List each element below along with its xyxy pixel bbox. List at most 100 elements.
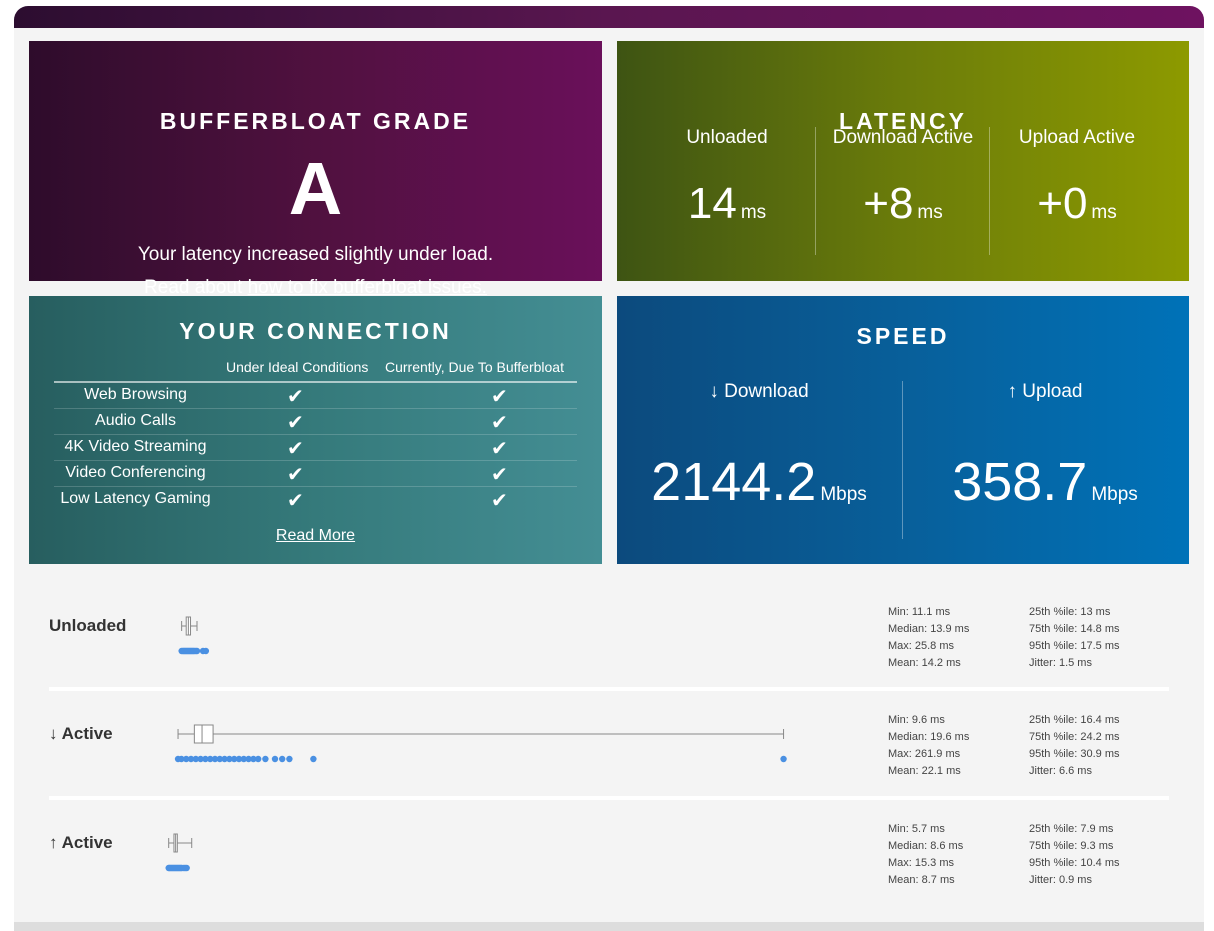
stats-column: 25th %ile: 7.9 ms 75th %ile: 9.3 ms 95th… bbox=[1029, 821, 1120, 889]
box-plot bbox=[174, 724, 787, 763]
checkmark-icon: ✔ bbox=[287, 464, 304, 486]
connection-title: YOUR CONNECTION bbox=[179, 318, 452, 344]
latency-upload-active: Upload Active +0 ms bbox=[989, 127, 1164, 255]
sample-point bbox=[197, 755, 204, 763]
latency-label: Upload Active bbox=[1018, 127, 1136, 148]
stat-max: Max: 15.3 ms bbox=[888, 857, 955, 869]
connection-row: Web Browsing ✔ ✔ bbox=[54, 383, 577, 409]
stat-p75: 75th %ile: 9.3 ms bbox=[1029, 840, 1114, 852]
speed-title: SPEED bbox=[856, 323, 950, 349]
stat-p95: 95th %ile: 10.4 ms bbox=[1029, 857, 1120, 869]
sample-point bbox=[207, 755, 214, 763]
sample-point bbox=[231, 755, 238, 763]
stat-min: Min: 9.6 ms bbox=[888, 714, 945, 726]
sample-point bbox=[216, 755, 223, 763]
row-label: ↓ Active bbox=[49, 724, 113, 743]
checkmark-icon: ✔ bbox=[491, 464, 508, 486]
stat-p25: 25th %ile: 7.9 ms bbox=[1029, 823, 1114, 835]
upload-unit: Mbps bbox=[1091, 484, 1138, 505]
latency-row-upload-active: ↑ Active Min: 5.7 ms Median: 8.6 ms Max:… bbox=[29, 807, 1189, 911]
stat-median: Median: 8.6 ms bbox=[888, 840, 964, 852]
row-divider bbox=[49, 796, 1169, 800]
checkmark-icon: ✔ bbox=[287, 412, 304, 434]
stats-column: Min: 9.6 ms Median: 19.6 ms Max: 261.9 m… bbox=[888, 712, 969, 780]
stat-max: Max: 25.8 ms bbox=[888, 640, 955, 652]
checkmark-icon: ✔ bbox=[287, 438, 304, 460]
checkmark-icon: ✔ bbox=[491, 490, 508, 512]
sample-point bbox=[187, 755, 195, 763]
row-label: ↑ Active bbox=[49, 833, 113, 852]
latency-label: Download Active bbox=[832, 127, 974, 148]
box-plot bbox=[165, 833, 193, 872]
read-more: Read More bbox=[29, 527, 602, 545]
speed-card: SPEED ↓ Download 2144.2 Mbps ↑ Upload 358… bbox=[617, 296, 1189, 564]
sample-point bbox=[202, 647, 210, 655]
sample-point bbox=[255, 755, 262, 763]
download-value-group: 2144.2 Mbps bbox=[617, 451, 901, 513]
sample-point bbox=[202, 755, 209, 763]
stat-p95: 95th %ile: 30.9 ms bbox=[1029, 748, 1120, 760]
sample-point bbox=[245, 755, 252, 763]
sample-point bbox=[279, 755, 286, 763]
sample-point bbox=[250, 755, 257, 763]
latency-value: +0 bbox=[1037, 179, 1088, 228]
stats-column: Min: 5.7 ms Median: 8.6 ms Max: 15.3 ms … bbox=[888, 821, 963, 889]
sample-point bbox=[262, 755, 269, 763]
activity-name: Low Latency Gaming bbox=[60, 490, 211, 507]
download-unit: Mbps bbox=[820, 484, 867, 505]
stat-p25: 25th %ile: 13 ms bbox=[1029, 606, 1111, 618]
grade-letter: A bbox=[288, 147, 343, 230]
sample-point bbox=[183, 864, 190, 872]
sample-point bbox=[193, 647, 201, 655]
latency-unit: ms bbox=[917, 202, 943, 223]
stats-column: 25th %ile: 13 ms 75th %ile: 14.8 ms 95th… bbox=[1029, 604, 1120, 672]
activity-name: Video Conferencing bbox=[65, 464, 206, 481]
read-more-link[interactable]: Read More bbox=[275, 527, 356, 544]
latency-value: +8 bbox=[863, 179, 914, 228]
stat-jitter: Jitter: 0.9 ms bbox=[1029, 874, 1092, 886]
sample-point bbox=[178, 755, 185, 763]
read-about-prefix: Read about bbox=[144, 277, 248, 298]
connection-row: Low Latency Gaming ✔ ✔ bbox=[54, 487, 577, 512]
stat-p95: 95th %ile: 17.5 ms bbox=[1029, 640, 1120, 652]
row-divider bbox=[49, 687, 1169, 691]
stat-jitter: Jitter: 6.6 ms bbox=[1029, 765, 1092, 777]
grade-title: BUFFERBLOAT GRADE bbox=[159, 108, 472, 134]
download-value: 2144.2 bbox=[651, 452, 817, 512]
iqr-box bbox=[193, 724, 214, 744]
sample-point bbox=[235, 755, 243, 763]
checkmark-icon: ✔ bbox=[287, 490, 304, 512]
connection-row: Audio Calls ✔ ✔ bbox=[54, 409, 577, 435]
latency-value: 14 bbox=[687, 179, 737, 228]
latency-download-active: Download Active +8 ms bbox=[815, 127, 990, 255]
latency-unit: ms bbox=[1091, 202, 1117, 223]
sample-point bbox=[271, 755, 279, 763]
your-connection-card: YOUR CONNECTION Under Ideal Conditions C… bbox=[29, 296, 602, 564]
row-label: Unloaded bbox=[49, 616, 127, 635]
grade-message: Your latency increased slightly under lo… bbox=[137, 244, 494, 265]
stat-mean: Mean: 8.7 ms bbox=[888, 874, 955, 886]
latency-value-group: +0 ms bbox=[990, 179, 1164, 229]
bufferbloat-grade-card: BUFFERBLOAT GRADE A Your latency increas… bbox=[29, 41, 602, 298]
column-header-current: Currently, Due To Bufferbloat bbox=[385, 359, 564, 375]
latency-value-group: +8 ms bbox=[816, 179, 990, 229]
stats-column: 25th %ile: 16.4 ms 75th %ile: 24.2 ms 95… bbox=[1029, 712, 1120, 780]
latency-unit: ms bbox=[740, 202, 767, 223]
latency-unloaded: Unloaded 14 ms bbox=[640, 127, 814, 255]
latency-row-unloaded: Unloaded Min: 11.1 ms Median: 13.9 ms Ma… bbox=[29, 590, 1189, 694]
latency-title: LATENCY bbox=[839, 108, 967, 134]
stat-median: Median: 19.6 ms bbox=[888, 731, 970, 743]
activity-name: 4K Video Streaming bbox=[64, 438, 207, 455]
header-bar bbox=[14, 6, 1204, 30]
fix-bufferbloat-link[interactable]: how to fix bufferbloat issues. bbox=[247, 277, 487, 298]
upload-value: 358.7 bbox=[952, 452, 1088, 512]
stat-p75: 75th %ile: 24.2 ms bbox=[1029, 731, 1120, 743]
stat-max: Max: 261.9 ms bbox=[888, 748, 961, 760]
checkmark-icon: ✔ bbox=[491, 438, 508, 460]
download-label: ↓ Download bbox=[709, 381, 809, 402]
checkmark-icon: ✔ bbox=[491, 386, 508, 408]
speed-upload: ↑ Upload 358.7 Mbps bbox=[902, 381, 1187, 539]
connection-table: Web Browsing ✔ ✔ Audio Calls ✔ ✔ 4K Vide… bbox=[54, 381, 577, 512]
sample-point bbox=[183, 755, 190, 763]
sample-point bbox=[780, 755, 787, 763]
